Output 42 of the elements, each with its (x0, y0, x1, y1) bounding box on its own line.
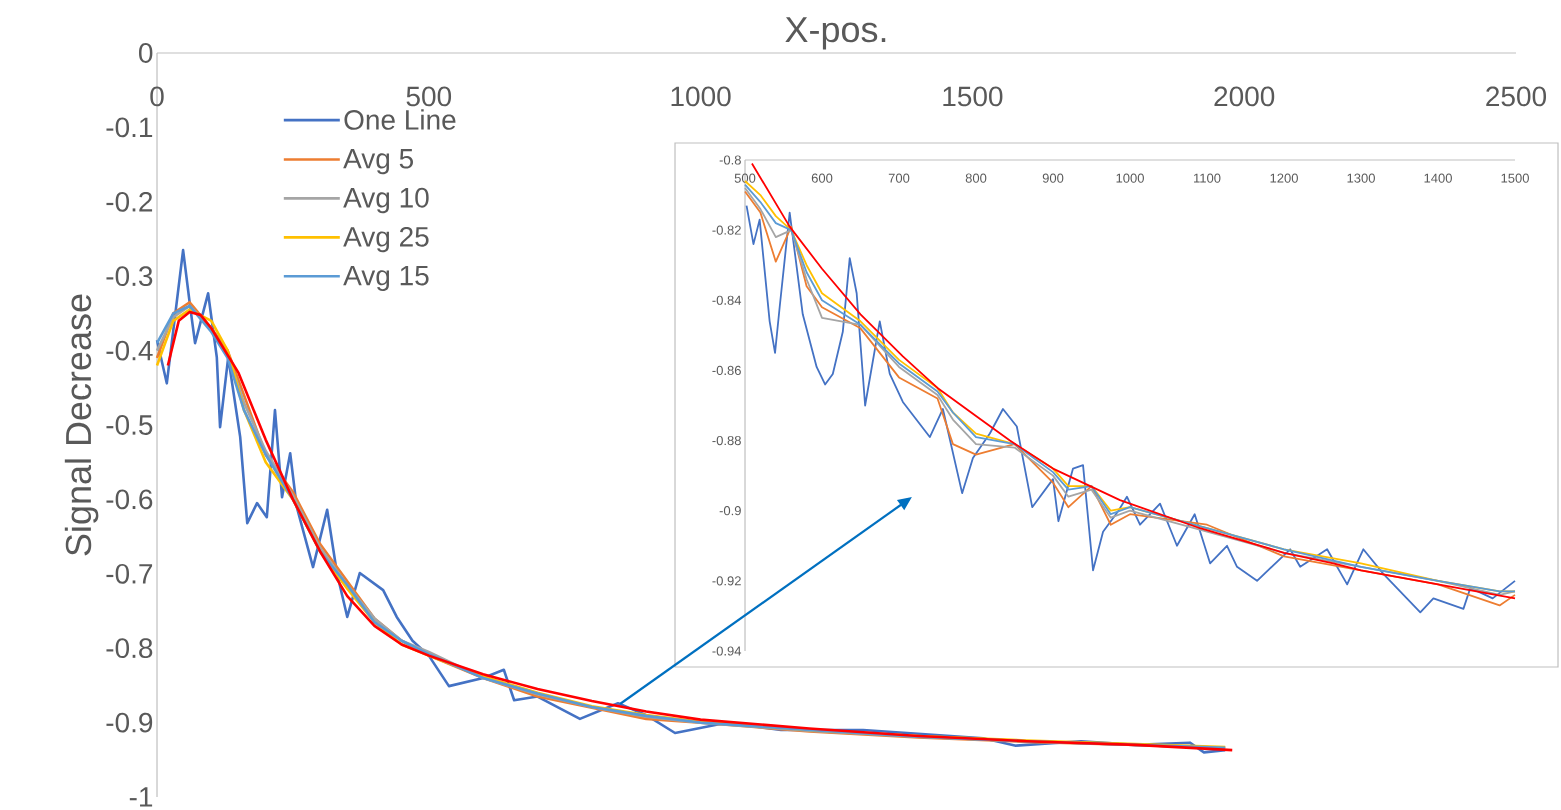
x-tick-label: 2500 (1486, 86, 1547, 107)
x-tick-label: 500 (406, 86, 452, 107)
y-tick-label: -0.1 (106, 117, 153, 138)
legend-label: Avg 25 (343, 226, 429, 253)
x-tick-label: 600 (811, 173, 833, 183)
y-tick-label: 0 (139, 43, 153, 63)
y-tick-label: -0.92 (712, 576, 741, 586)
x-tick-label: 1400 (1424, 173, 1452, 183)
x-tick-label: 1500 (943, 86, 1003, 107)
y-tick-label: -0.2 (106, 191, 153, 212)
y-tick-label: -0.5 (106, 415, 153, 435)
y-tick-label: -0.4 (106, 340, 153, 361)
x-tick-label: 1500 (1501, 173, 1529, 183)
y-tick-label: -0.3 (106, 266, 153, 287)
x-tick-label: 1000 (671, 86, 731, 107)
y-tick-label: -0.8 (719, 155, 741, 165)
x-axis-title: X-pos. (785, 17, 886, 50)
legend-label: Avg 5 (343, 149, 413, 175)
x-tick-label: 2000 (1214, 86, 1275, 107)
y-tick-label: -0.94 (712, 646, 742, 656)
y-tick-label: -0.9 (719, 506, 741, 516)
y-tick-label: -0.6 (106, 489, 153, 510)
y-tick-label: -0.86 (712, 365, 741, 376)
legend-label: Avg 10 (343, 187, 429, 214)
x-tick-label: 1300 (1347, 173, 1375, 183)
y-tick-label: -0.88 (712, 435, 741, 446)
x-tick-label: 1000 (1116, 173, 1144, 183)
y-tick-label: -0.82 (712, 225, 741, 235)
legend-label: Avg 15 (343, 265, 429, 291)
legend-label: One Line (344, 109, 456, 130)
x-tick-label: 700 (888, 173, 910, 183)
y-tick-label: -1 (129, 787, 153, 807)
y-tick-label: -0.7 (106, 563, 153, 584)
x-tick-label: 800 (965, 173, 987, 183)
y-tick-label: -0.9 (106, 712, 153, 733)
y-axis-title: Signal Decrease (64, 294, 99, 556)
y-tick-label: -0.84 (712, 295, 742, 305)
x-tick-label: 500 (734, 173, 756, 183)
x-tick-label: 900 (1042, 173, 1064, 183)
x-tick-label: 1200 (1270, 173, 1298, 183)
y-tick-label: -0.8 (106, 638, 153, 659)
x-tick-label: 1100 (1194, 173, 1221, 183)
